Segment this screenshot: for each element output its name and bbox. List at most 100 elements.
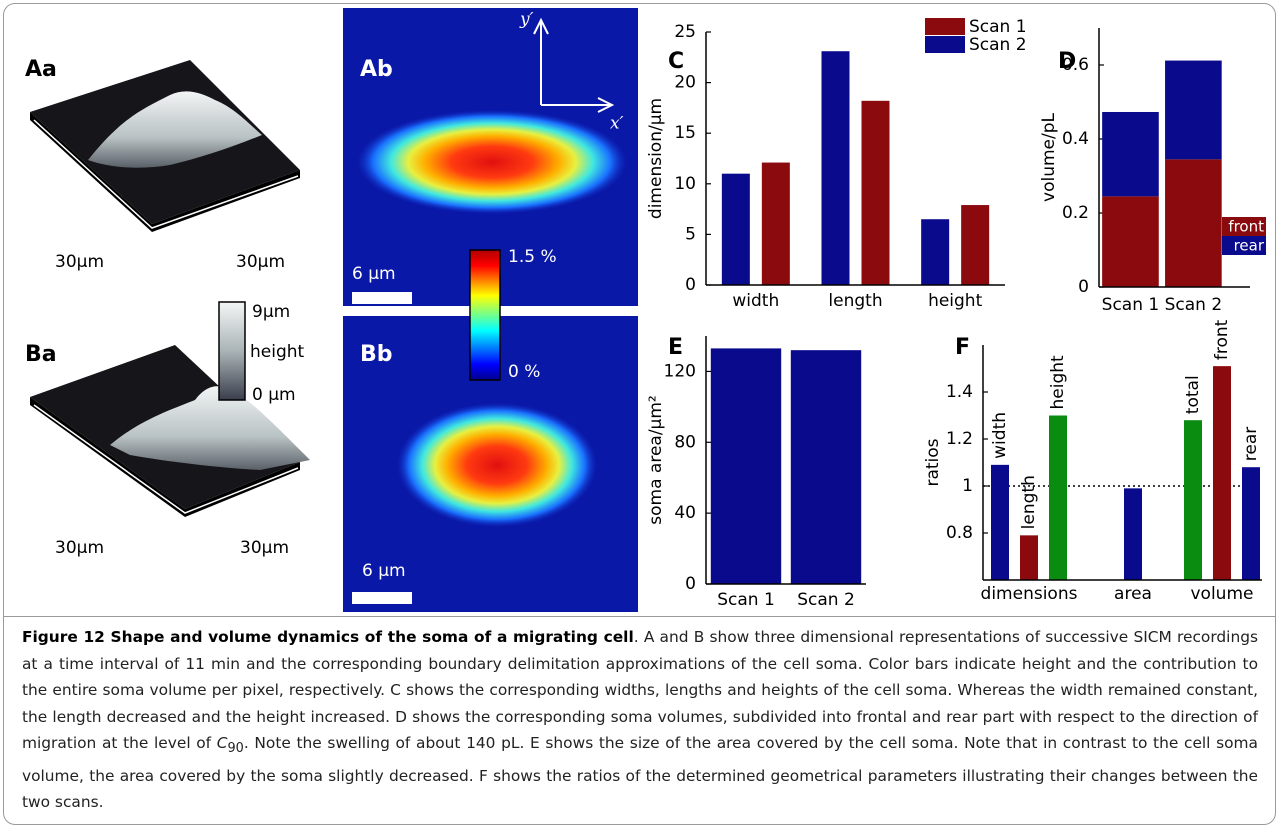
panel-label: E — [668, 335, 683, 360]
caption-title: Figure 12 Shape and volume dynamics of t… — [22, 628, 634, 646]
x-tick-label: dimensions — [981, 584, 1078, 604]
y-tick-label: 40 — [674, 503, 696, 523]
figure: Aa Ba 30µm 30µm 30µm 30µm 9µm height 0 µ… — [25, 8, 1266, 612]
x-tick-label: Scan 2 — [1165, 295, 1223, 315]
bar — [1020, 535, 1038, 580]
legend-swatch — [925, 18, 965, 35]
bar — [991, 464, 1009, 580]
bar — [1124, 488, 1142, 580]
dimension-label: 30µm — [236, 252, 285, 272]
y-axis-label: dimension/µm — [646, 98, 666, 219]
y-tick-label: 80 — [674, 432, 696, 452]
bar — [1184, 420, 1202, 580]
bar-label: width — [990, 412, 1010, 459]
caption: Figure 12 Shape and volume dynamics of t… — [22, 624, 1258, 816]
soma-map — [397, 403, 597, 527]
dimension-label: 30µm — [55, 538, 104, 558]
scale-label: 6 µm — [362, 561, 406, 581]
y-tick-label: 15 — [674, 123, 696, 143]
y-tick-label: 5 — [685, 224, 696, 244]
x-tick-label: Scan 1 — [717, 590, 775, 610]
legend-swatch — [1222, 217, 1266, 236]
y-tick-label: 0 — [685, 574, 696, 594]
colorbar-label: 0 % — [508, 362, 540, 382]
panel-label: Ab — [360, 57, 393, 82]
caption-text: . Note the swelling of about 140 pL. E s… — [22, 734, 1258, 812]
x-tick-label: width — [732, 291, 779, 311]
y-tick-label: 1.4 — [946, 382, 973, 402]
surface-aa — [30, 60, 300, 232]
legend-label: front — [1228, 218, 1264, 236]
colorbar-label: height — [250, 342, 305, 362]
legend-label: Scan 2 — [969, 35, 1027, 55]
y-axis-label: volume/pL — [1039, 112, 1059, 201]
soma-map — [357, 110, 627, 214]
surface-ba — [30, 345, 310, 517]
bar — [1213, 366, 1231, 580]
colorbar-label: 1.5 % — [508, 247, 557, 267]
y-tick-label: 1.2 — [946, 429, 973, 449]
caption-text: . A and B show three dimensional represe… — [22, 628, 1258, 752]
bar-segment — [1102, 111, 1159, 197]
x-tick-label: Scan 2 — [797, 590, 855, 610]
x-tick-label: Scan 1 — [1102, 295, 1160, 315]
y-tick-label: 20 — [674, 73, 696, 93]
caption-separator — [3, 616, 1276, 617]
figure-frame — [3, 3, 1276, 825]
axis-label: x′ — [610, 114, 624, 134]
colorbar-label: 0 µm — [252, 385, 296, 405]
scale-label: 6 µm — [352, 264, 396, 284]
bar — [821, 51, 850, 286]
bar — [710, 348, 782, 584]
bar-label: height — [1048, 355, 1068, 410]
bar-label: total — [1183, 375, 1203, 414]
y-tick-label: 120 — [664, 361, 696, 381]
legend-label: Scan 1 — [969, 17, 1027, 37]
y-tick-label: 0 — [685, 275, 696, 295]
caption-subscript: 90 — [227, 741, 244, 757]
panel-label: Aa — [25, 57, 57, 82]
bar — [790, 350, 862, 584]
axis-arrows — [533, 17, 615, 113]
y-tick-label: 0.4 — [1062, 129, 1089, 149]
panel-label: Bb — [360, 342, 393, 367]
axis-label: y′ — [519, 10, 534, 30]
dimension-label: 30µm — [55, 252, 104, 272]
scale-bar — [352, 592, 412, 604]
y-tick-label: 0 — [1078, 277, 1089, 297]
bar — [1242, 467, 1260, 580]
bar-label: length — [1019, 475, 1039, 529]
x-tick-label: area — [1114, 584, 1152, 604]
legend-swatch — [925, 36, 965, 53]
colorbar-label: 9µm — [252, 302, 290, 322]
y-tick-label: 0.2 — [1062, 203, 1089, 223]
bar — [961, 205, 990, 285]
volume-colorbar — [469, 249, 501, 381]
panel-label: C — [668, 49, 684, 74]
y-tick-label: 0.8 — [946, 523, 973, 543]
x-tick-label: volume — [1191, 584, 1254, 604]
y-tick-label: 25 — [674, 22, 696, 42]
bar — [1049, 415, 1067, 580]
dimension-label: 30µm — [240, 538, 289, 558]
bar-label: rear — [1241, 427, 1261, 461]
y-tick-label: 1 — [962, 476, 973, 496]
y-axis-label: soma area/µm² — [646, 395, 666, 524]
bar-label: front — [1212, 319, 1232, 360]
bar — [761, 162, 790, 285]
y-tick-label: 10 — [674, 174, 696, 194]
bar — [921, 219, 950, 285]
caption-symbol: C — [216, 734, 228, 752]
bar-segment — [1165, 159, 1222, 287]
bar-segment — [1102, 196, 1159, 287]
scale-bar — [352, 292, 412, 304]
y-tick-label: 0.6 — [1062, 55, 1089, 75]
panel-label: F — [955, 335, 970, 360]
bar — [861, 100, 890, 285]
y-axis-label: ratios — [923, 438, 943, 486]
panel-label: Ba — [25, 342, 57, 367]
panel-label: D — [1058, 49, 1076, 74]
bar-segment — [1165, 60, 1222, 160]
x-tick-label: length — [828, 291, 882, 311]
legend-label: rear — [1234, 237, 1265, 255]
